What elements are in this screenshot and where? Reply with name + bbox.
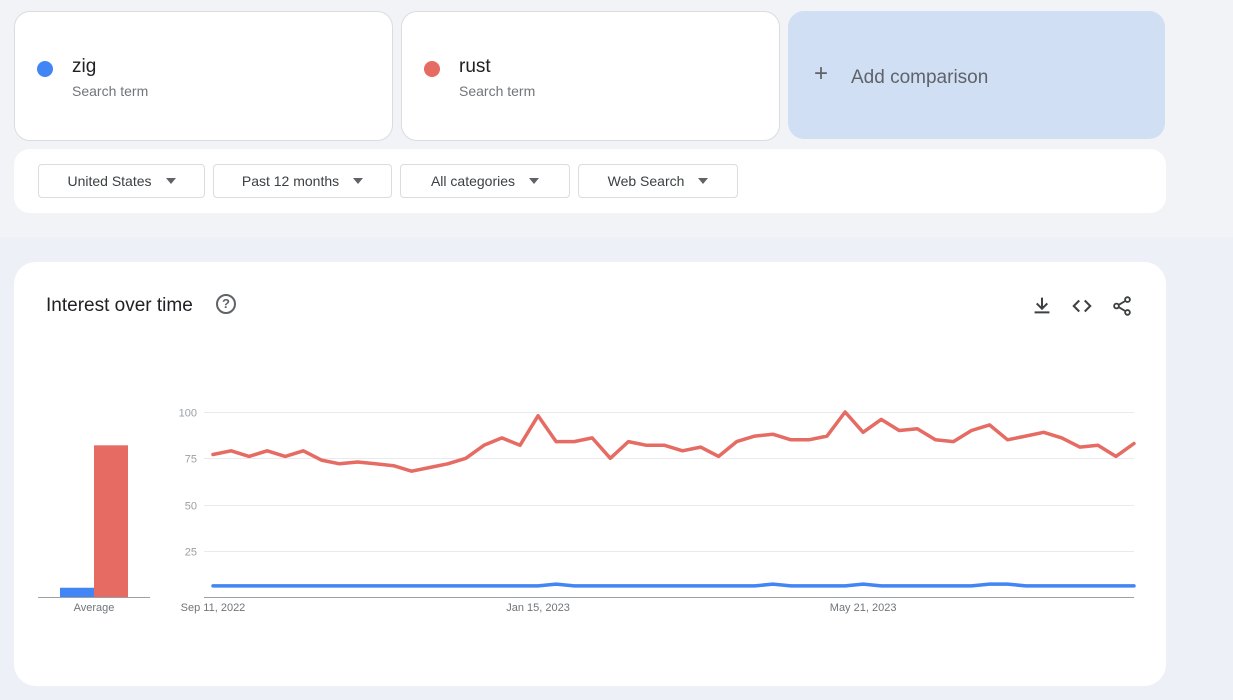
- caret-down-icon: [529, 178, 540, 184]
- average-bar-chart: Average: [38, 445, 150, 614]
- filter-label: Web Search: [607, 173, 685, 189]
- embed-code-icon[interactable]: [1071, 295, 1093, 317]
- filter-label: Past 12 months: [241, 173, 340, 189]
- region-filter[interactable]: United States: [38, 164, 205, 198]
- interest-over-time-card: Interest over time ? Average 25 50 75 100 Se…: [14, 262, 1166, 686]
- chart-area: Average 25 50 75 100 Sep 11, 2022 Jan 15, 202…: [38, 408, 1136, 614]
- term-type: Search term: [459, 83, 536, 99]
- filter-label: United States: [67, 173, 152, 189]
- x-tick-label: Sep 11, 2022: [181, 602, 246, 614]
- filter-bar: United States Past 12 months All categor…: [14, 149, 1166, 213]
- x-tick-label: Jan 15, 2023: [506, 602, 570, 614]
- category-filter[interactable]: All categories: [400, 164, 570, 198]
- y-tick-label: 100: [179, 408, 197, 420]
- share-icon[interactable]: [1111, 295, 1133, 317]
- search-type-filter[interactable]: Web Search: [578, 164, 738, 198]
- average-bar-zig: [60, 587, 94, 597]
- series-color-dot: [37, 61, 53, 77]
- term-card-rust[interactable]: rust Search term: [401, 11, 780, 141]
- series-line-zig: [211, 582, 1136, 588]
- plus-icon: +: [814, 60, 829, 87]
- term-name: zig: [72, 56, 97, 77]
- series-color-dot: [424, 61, 440, 77]
- average-label: Average: [74, 602, 115, 614]
- filter-label: All categories: [430, 173, 516, 189]
- download-icon[interactable]: [1031, 295, 1053, 317]
- series-line-rust: [211, 410, 1136, 473]
- y-tick-label: 25: [185, 547, 197, 559]
- average-bar-rust: [94, 445, 128, 597]
- add-comparison-label: Add comparison: [851, 67, 989, 88]
- caret-down-icon: [165, 178, 176, 184]
- interest-line-chart: 25 50 75 100 Sep 11, 2022 Jan 15, 2023 May 21,…: [179, 408, 1136, 614]
- y-tick-label: 50: [185, 501, 197, 513]
- add-comparison-button[interactable]: + Add comparison: [788, 11, 1165, 139]
- term-type: Search term: [72, 83, 149, 99]
- y-tick-label: 75: [185, 454, 197, 466]
- panel-title: Interest over time: [46, 295, 193, 316]
- help-icon[interactable]: ?: [216, 294, 236, 314]
- caret-down-icon: [698, 178, 709, 184]
- term-name: rust: [459, 56, 491, 77]
- x-tick-label: May 21, 2023: [830, 602, 897, 614]
- caret-down-icon: [353, 178, 364, 184]
- time-range-filter[interactable]: Past 12 months: [213, 164, 392, 198]
- term-card-zig[interactable]: zig Search term: [14, 11, 393, 141]
